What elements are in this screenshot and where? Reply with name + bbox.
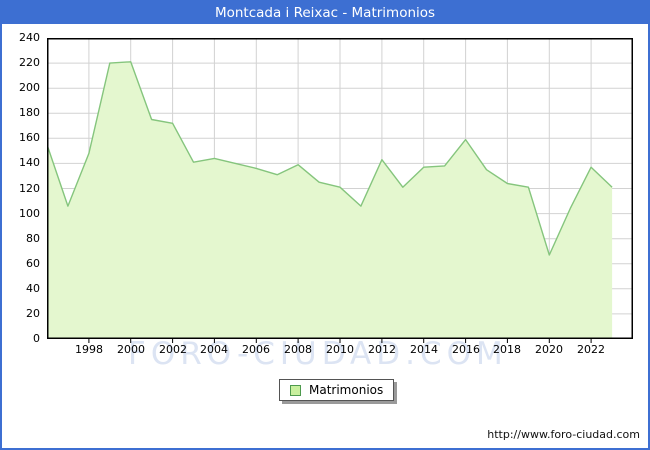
footer-url[interactable]: http://www.foro-ciudad.com	[487, 428, 640, 441]
y-axis-tick-label: 80	[26, 232, 40, 245]
x-axis-tick-label: 2022	[577, 343, 605, 356]
y-axis-tick-label: 180	[19, 106, 40, 119]
y-axis-tick-label: 100	[19, 207, 40, 220]
legend-label: Matrimonios	[309, 383, 384, 397]
y-axis-tick-label: 0	[33, 332, 40, 345]
legend: Matrimonios	[279, 379, 395, 401]
x-axis-tick-label: 1998	[75, 343, 103, 356]
y-axis-tick-label: 240	[19, 31, 40, 44]
y-axis-tick-label: 200	[19, 81, 40, 94]
y-axis-labels: 0 20 40 60 80 100 120 140 160 180 200 220 240	[2, 2, 40, 448]
y-axis-tick-label: 160	[19, 131, 40, 144]
y-axis-tick-label: 140	[19, 156, 40, 169]
y-axis-tick-label: 220	[19, 56, 40, 69]
watermark-text: FORO-CIUDAD.COM	[128, 336, 508, 372]
y-axis-tick-label: 40	[26, 282, 40, 295]
area-chart	[47, 38, 633, 343]
x-axis-tick-label: 2020	[535, 343, 563, 356]
legend-swatch-icon	[290, 384, 301, 396]
y-axis-tick-label: 120	[19, 182, 40, 195]
y-axis-tick-label: 20	[26, 307, 40, 320]
chart-title: Montcada i Reixac - Matrimonios	[2, 2, 648, 24]
y-axis-tick-label: 60	[26, 257, 40, 270]
